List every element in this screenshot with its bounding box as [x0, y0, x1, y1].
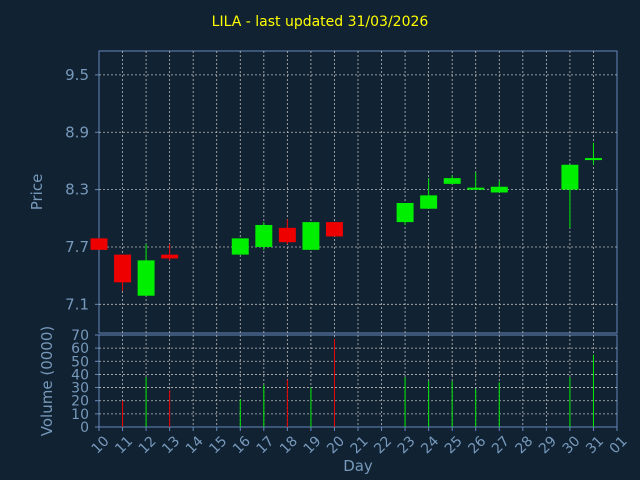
- candle-body: [396, 202, 414, 223]
- x-tick-label: 23: [395, 433, 419, 457]
- x-axis-label: Day: [343, 457, 373, 475]
- candle-body: [490, 186, 508, 193]
- x-tick-label: 21: [348, 433, 372, 457]
- candle-body: [137, 260, 155, 296]
- volume-tick-label: 50: [71, 354, 89, 370]
- volume-tick-label: 70: [71, 328, 89, 344]
- volume-tick-label: 40: [71, 367, 89, 383]
- x-tick-label: 01: [607, 433, 631, 457]
- candle-body: [443, 178, 461, 184]
- candle-body: [161, 254, 179, 259]
- x-tick-label: 17: [254, 433, 278, 457]
- volume-axis-label: Volume (0000): [38, 326, 56, 436]
- candle-body: [231, 238, 249, 255]
- x-tick-label: 25: [442, 433, 466, 457]
- candle-body: [302, 222, 320, 250]
- x-tick-label: 11: [112, 433, 136, 457]
- price-tick-label: 7.7: [65, 238, 89, 256]
- candle-body: [278, 227, 296, 243]
- price-tick-label: 8.3: [65, 181, 89, 199]
- candle-body: [420, 195, 438, 209]
- x-tick-label: 26: [465, 433, 489, 457]
- x-tick-label: 22: [371, 433, 395, 457]
- x-tick-label: 16: [230, 433, 254, 457]
- volume-tick-label: 20: [71, 394, 89, 410]
- volume-tick-label: 30: [71, 381, 89, 397]
- candle-body: [325, 222, 343, 237]
- volume-tick-label: 60: [71, 341, 89, 357]
- x-tick-label: 27: [489, 433, 513, 457]
- candle-body: [584, 158, 602, 161]
- chart-title: LILA - last updated 31/03/2026: [211, 14, 429, 30]
- x-tick-label: 14: [183, 433, 207, 457]
- x-tick-label: 29: [536, 433, 560, 457]
- candle-body: [255, 224, 273, 247]
- x-tick-label: 28: [513, 433, 537, 457]
- price-tick-label: 8.9: [65, 123, 89, 141]
- x-tick-label: 19: [301, 433, 325, 457]
- volume-tick-label: 0: [80, 420, 89, 436]
- price-axis-label: Price: [28, 174, 46, 211]
- price-tick-label: 7.1: [65, 295, 89, 313]
- x-tick-label: 31: [583, 433, 607, 457]
- x-tick-label: 30: [560, 433, 584, 457]
- x-tick-label: 10: [89, 433, 113, 457]
- candle-body: [114, 254, 132, 283]
- volume-tick-label: 10: [71, 407, 89, 423]
- candle-body: [467, 187, 485, 190]
- x-tick-label: 18: [277, 433, 301, 457]
- candle-body: [90, 238, 108, 250]
- x-tick-label: 12: [136, 433, 160, 457]
- x-tick-label: 15: [206, 433, 230, 457]
- x-tick-label: 13: [159, 433, 183, 457]
- price-tick-label: 9.5: [65, 66, 89, 84]
- candle-body: [561, 164, 579, 190]
- x-tick-label: 24: [418, 433, 442, 457]
- x-tick-label: 20: [324, 433, 348, 457]
